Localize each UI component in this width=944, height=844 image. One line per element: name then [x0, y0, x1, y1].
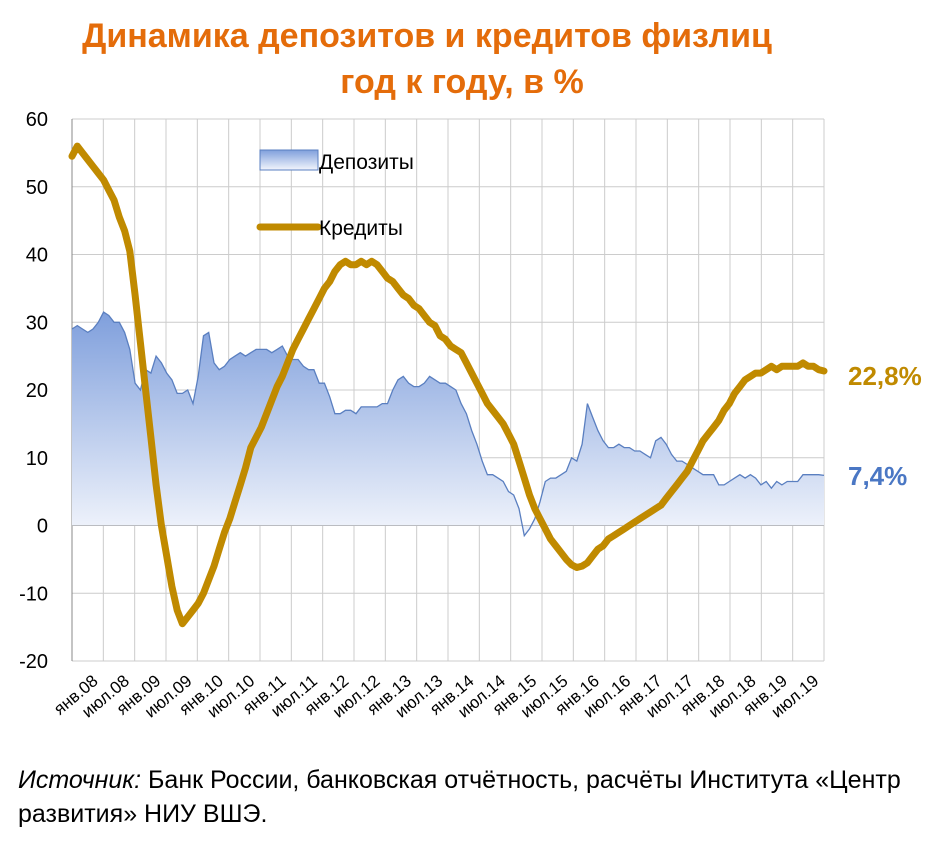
series-layer	[68, 142, 828, 628]
source-note: Источник: Банк России, банковская отчётн…	[18, 763, 918, 831]
legend-credits-label: Кредиты	[319, 217, 403, 240]
chart-title-line-2: год к году, в %	[340, 63, 584, 101]
credits-end-label: 22,8%	[848, 361, 922, 391]
y-tick-label: -20	[19, 651, 48, 673]
legend-deposits-label: Депозиты	[319, 151, 414, 174]
source-text: Банк России, банковская отчётность, расч…	[18, 766, 901, 828]
legend-deposits-swatch	[259, 149, 319, 171]
credits-line	[68, 142, 828, 628]
y-tick-label: 20	[26, 380, 48, 402]
legend: Депозиты Кредиты	[256, 149, 414, 240]
deposits-area	[72, 312, 824, 536]
y-tick-label: 50	[26, 177, 48, 199]
y-tick-label: 60	[26, 109, 48, 131]
chart: -20 -10 0 10 20 30 40 50 60 янв.08июл.08янв.09ию…	[19, 109, 922, 721]
deposits-end-label: 7,4%	[848, 461, 907, 491]
y-tick-label: 0	[37, 516, 48, 538]
y-tick-label: 10	[26, 448, 48, 470]
deposits-line	[71, 311, 825, 538]
y-axis-ticks: -20 -10 0 10 20 30 40 50 60	[19, 109, 48, 673]
chart-title-line-1: Динамика депозитов и кредитов физлиц	[82, 17, 772, 55]
y-tick-label: 40	[26, 245, 48, 267]
x-axis-ticks: янв.08июл.08янв.09июл.09янв.10июл.10янв.…	[50, 671, 822, 721]
y-tick-label: -10	[19, 583, 48, 605]
source-label: Источник:	[18, 766, 142, 794]
y-tick-label: 30	[26, 312, 48, 334]
